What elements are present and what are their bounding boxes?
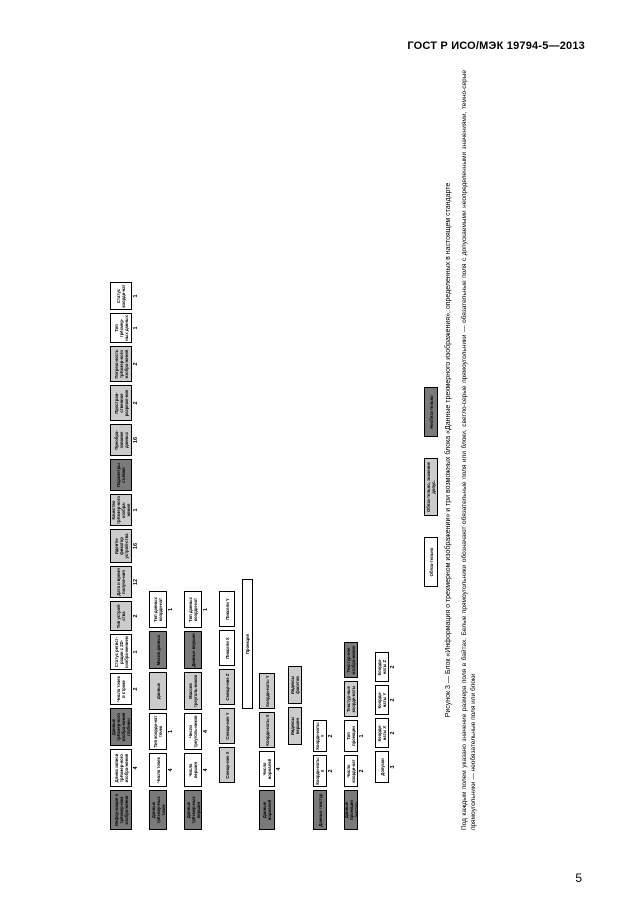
page-number: 5 (575, 871, 582, 885)
diagram-cell: Простран-ственное разреше-ние (110, 385, 132, 421)
diagram-cell: Текстур-ные коорди-наты (344, 681, 358, 717)
byte-label: 12 (133, 566, 139, 598)
diagram-cell: Тип коорди-нат точек (149, 713, 167, 750)
diagram-cell: Инфор-мация о трёхмер-ном изобра-жении (110, 790, 132, 830)
byte-label: 4 (203, 713, 209, 750)
byte-label: 2 (133, 601, 139, 631)
byte-label: 16 (133, 529, 139, 563)
diagram-cell: Смеще-ние X (219, 747, 235, 783)
byte-label: 4 (168, 753, 174, 787)
diagram-cell: Статус коорди-нат (110, 282, 132, 310)
legend-box: Необяза-тельно (424, 387, 438, 437)
diagram-cell: Пиксели Y (219, 591, 235, 627)
diagram-cell: Массив треуголь-ников (184, 672, 202, 710)
diagram-cell: Данные проекции текстур (344, 790, 358, 830)
diagram-cell: Данные текстур (313, 790, 327, 830)
diagram-cell: Коорди-наты X (313, 755, 327, 787)
diagram-cell: Индексы фасетов (288, 666, 302, 704)
diagram-cell: Число коорди-нат (344, 755, 358, 787)
diagram-cell: Смеще-ние Y (219, 708, 235, 744)
diagram-cell: Число нормалей (259, 751, 275, 787)
byte-label: 2 (133, 385, 139, 421)
figure-3-diagram: Инфор-мация о трёхмер-ном изобра-жении Дл… (45, 70, 585, 830)
diagram-cell: Тип данных коорди-нат (149, 591, 167, 628)
byte-label: 16 (133, 424, 139, 456)
diagram-cell: Тип данных коорди-нат (184, 591, 202, 628)
diagram-cell: Масив данных (149, 631, 167, 669)
diagram-cell: Коорди-наты X (259, 712, 275, 748)
diagram-cell: Дата и время получе-ния (110, 566, 132, 598)
byte-label: 4 (276, 751, 282, 787)
figure-caption: Рисунок 3 — Блок «Информация о трехмерно… (444, 70, 453, 830)
byte-label: 1 (359, 720, 365, 752)
diagram-cell: Пиксели X (219, 630, 235, 666)
byte-label: 4 (133, 749, 139, 787)
byte-label: 1 (133, 313, 139, 343)
diagram-cell: Допуски (375, 751, 389, 783)
diagram-cell: Преобра-зование данных (110, 424, 132, 456)
diagram-cell: Коорди-наты Y (313, 720, 327, 752)
diagram-cell: Число точек (149, 753, 167, 787)
diagram-cell: Коорди-наты Y (259, 673, 275, 709)
diagram-cell: Коорди-наты X (375, 718, 389, 748)
diagram-cell: Индексы вершин (288, 707, 302, 745)
diagram-cell: Коорди-наты Z (375, 652, 389, 682)
diagram-cell: Число треуголь-ников (184, 713, 202, 750)
diagram-cell: Число вершин (184, 753, 202, 787)
diagram-cell: Тип проекции (344, 720, 358, 752)
doc-header: ГОСТ Р ИСО/МЭК 19794-5—2013 (45, 40, 585, 52)
diagram-cell: Данные нормалей (259, 790, 275, 830)
legend-box: Обяза-тельно, значение допус. (424, 458, 438, 516)
diagram-cell: Смеще-ние Z (219, 669, 235, 705)
diagram-cell: Погреш-ность трёхмер-ного изобра-жения (110, 346, 132, 382)
byte-label: 1 (133, 494, 139, 526)
diagram-cell: Тип устрой-ства (110, 601, 132, 631)
byte-label: 4 (203, 753, 209, 787)
diagram-cell: Длина записи трёхмер-ного изобра-жения (110, 749, 132, 787)
legend-box: Обяза-тельно (424, 537, 438, 587)
byte-label: 2 (359, 755, 365, 787)
diagram-cell: Данные (149, 672, 167, 710)
diagram-cell: Параметры съёмки (110, 459, 132, 491)
diagram-cell: Текстур-ное изобра-жение (344, 642, 358, 678)
byte-label: 2 (390, 652, 396, 682)
byte-label: 3 (390, 751, 396, 783)
byte-label: 2 (328, 720, 334, 752)
diagram-cell: Число точек в строке (110, 673, 132, 705)
diagram-cell: Иденти-фикатор устрой-ства (110, 529, 132, 563)
byte-label: 1 (168, 713, 174, 750)
diagram-cell: Данные трёхмер-ного изобра-жения глубины (110, 708, 132, 746)
byte-label: 2 (133, 346, 139, 382)
diagram-cell: Коорди-наты Y (375, 685, 389, 715)
byte-label: 2 (390, 718, 396, 748)
projection-bar: Проекция (242, 579, 253, 709)
diagram-cell: Качество трёхмер-ного изобра-жения (110, 494, 132, 526)
byte-label: 2 (133, 673, 139, 705)
byte-label: 1 (203, 591, 209, 628)
byte-label: 1 (133, 634, 139, 670)
byte-label: 1 (133, 282, 139, 310)
diagram-cell: Данные вершин (184, 631, 202, 669)
byte-label: 2 (390, 685, 396, 715)
figure-legend: Под каждым полем указано значение размер… (461, 70, 478, 830)
diagram-cell: Тип трёхмер-ных данных (110, 313, 132, 343)
diagram-cell: Статус регист-рации с 2D-изобра-жением (110, 634, 132, 670)
byte-label: 1 (168, 591, 174, 628)
diagram-cell: Данные трёхмер-ных точек (149, 790, 167, 830)
diagram-cell: Данные трёхмер-ных вершин (184, 790, 202, 830)
byte-label: 2 (328, 755, 334, 787)
